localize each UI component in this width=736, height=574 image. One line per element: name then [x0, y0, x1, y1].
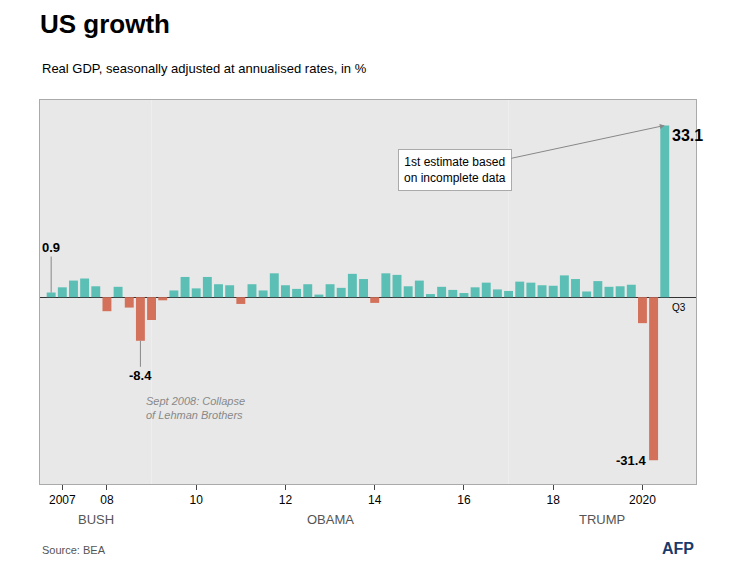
svg-text:33.1: 33.1: [672, 127, 703, 144]
svg-text:-31.4: -31.4: [616, 453, 646, 468]
svg-text:BUSH: BUSH: [78, 512, 114, 527]
svg-text:-8.4: -8.4: [129, 368, 152, 383]
svg-text:16: 16: [457, 493, 471, 507]
svg-text:Source: BEA: Source: BEA: [42, 544, 106, 556]
svg-text:2020: 2020: [629, 493, 656, 507]
svg-text:2007: 2007: [49, 493, 76, 507]
svg-text:Sept 2008: Collapseof Lehman B: Sept 2008: Collapseof Lehman Brothers: [146, 395, 245, 421]
svg-text:08: 08: [100, 493, 114, 507]
svg-text:1st estimate basedon incomplet: 1st estimate basedon incomplete data: [404, 155, 506, 185]
svg-text:12: 12: [279, 493, 293, 507]
svg-text:TRUMP: TRUMP: [579, 512, 625, 527]
svg-text:14: 14: [368, 493, 382, 507]
svg-text:18: 18: [547, 493, 561, 507]
svg-text:US growth: US growth: [40, 9, 170, 39]
svg-text:OBAMA: OBAMA: [307, 512, 354, 527]
svg-text:AFP: AFP: [662, 540, 694, 557]
svg-text:0.9: 0.9: [42, 240, 60, 255]
svg-text:10: 10: [190, 493, 204, 507]
svg-text:Q3: Q3: [672, 302, 686, 313]
svg-text:Real GDP, seasonally adjusted: Real GDP, seasonally adjusted at annuali…: [42, 61, 367, 76]
